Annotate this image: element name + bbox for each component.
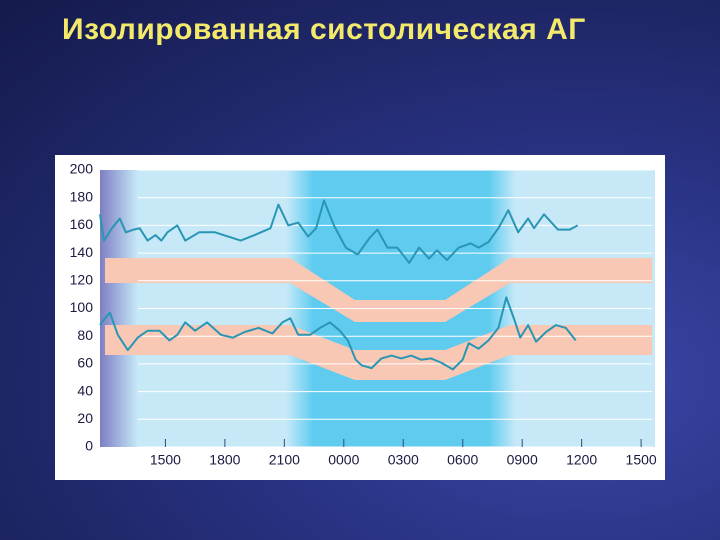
x-tick-label: 0300: [388, 452, 419, 468]
systolic-normal-band: [105, 258, 652, 322]
y-tick-label: 200: [70, 161, 94, 177]
x-tick-label: 2100: [269, 452, 300, 468]
x-tick-label: 0000: [328, 452, 359, 468]
y-tick-label: 140: [70, 244, 94, 260]
y-tick-label: 60: [77, 355, 93, 371]
slide-title: Изолированная систолическая АГ: [62, 13, 586, 46]
labels: 0 20 40 60 80 100 120 140 160 180 200 1500 1800 2100 0…: [70, 161, 657, 468]
series-line: [99, 199, 579, 264]
y-tick-label: 0: [85, 438, 93, 454]
y-tick-label: 80: [77, 327, 93, 343]
x-tick-label: 1500: [626, 452, 657, 468]
x-tick-label: 1500: [150, 452, 181, 468]
grid: [138, 169, 652, 448]
diastolic-normal-band: [105, 325, 652, 380]
y-tick-label: 20: [77, 410, 93, 426]
y-tick-label: 100: [70, 299, 94, 315]
day-edge-shade: [100, 170, 138, 447]
x-tick-label: 1800: [209, 452, 240, 468]
y-tick-label: 120: [70, 272, 94, 288]
y-tick-label: 40: [77, 382, 93, 398]
series-line: [99, 296, 577, 371]
y-tick-label: 160: [70, 216, 94, 232]
y-tick-label: 180: [70, 188, 94, 204]
x-tick-label: 0600: [447, 452, 478, 468]
marks: [99, 199, 579, 371]
x-tick-label: 1200: [566, 452, 597, 468]
x-tick-label: 0900: [507, 452, 538, 468]
